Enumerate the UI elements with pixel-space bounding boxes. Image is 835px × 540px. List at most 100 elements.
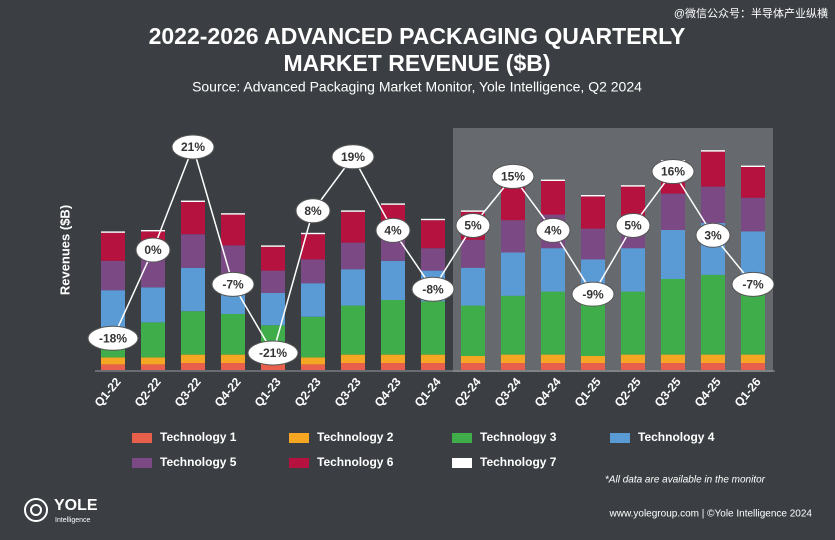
chart-title: 2022-2026 ADVANCED PACKAGING QUARTERLY [149, 23, 686, 49]
growth-label-bg [211, 271, 255, 297]
growth-label-bg [491, 163, 535, 189]
logo: YOLE [54, 497, 98, 514]
legend-swatch [452, 458, 472, 468]
bar-segment [101, 290, 125, 328]
bar-segment [421, 218, 445, 221]
bar-segment [381, 239, 405, 261]
bar-segment [301, 232, 325, 235]
bar-segment [741, 165, 765, 167]
growth-label: 5% [464, 219, 482, 233]
bar-segment [381, 354, 405, 363]
growth-label: 0% [144, 243, 162, 257]
bar-segment [621, 291, 645, 355]
bar-segment [141, 230, 165, 232]
legend-label: Technology 6 [317, 455, 394, 469]
bar-segment [101, 231, 125, 233]
bar-segment [701, 354, 725, 363]
growth-label: -21% [259, 346, 287, 360]
bar-segment [421, 248, 445, 271]
bar-segment [101, 357, 125, 365]
bar-segment [141, 287, 165, 323]
bar-segment [221, 363, 245, 370]
legend-swatch [132, 458, 152, 468]
bar-segment [421, 220, 445, 249]
bar-segment [181, 234, 205, 268]
growth-label: 4% [384, 224, 402, 238]
bar-segment [181, 311, 205, 355]
bar-segment [341, 269, 365, 306]
bar-segment [141, 259, 165, 288]
bar-segment [221, 213, 245, 215]
growth-label: 3% [704, 228, 722, 242]
bar-segment [101, 260, 125, 291]
bar-segment [341, 242, 365, 270]
growth-label: 19% [341, 150, 365, 164]
bar-segment [301, 364, 325, 370]
growth-label-bg [375, 217, 411, 243]
legend-label: Technology 4 [638, 430, 715, 444]
bar-segment [621, 186, 645, 218]
credit: www.yolegroup.com | ©Yole Intelligence 2… [609, 509, 813, 520]
growth-label: 15% [501, 170, 525, 184]
growth-label: -7% [742, 278, 764, 292]
bar-segment [661, 279, 685, 355]
bar-segment [501, 354, 525, 363]
legend-label: Technology 7 [480, 455, 557, 469]
bar-segment [501, 252, 525, 296]
bar-segment [381, 300, 405, 355]
bar-segment [701, 363, 725, 370]
bar-segment [221, 354, 245, 363]
bar-segment [501, 295, 525, 355]
growth-label-bg [411, 276, 455, 302]
growth-label: 4% [544, 224, 562, 238]
growth-label-bg [731, 271, 775, 297]
bar-segment [421, 363, 445, 370]
growth-label-bg [171, 134, 215, 160]
growth-label-bg [331, 144, 375, 170]
bar-segment [461, 305, 485, 356]
footnote: *All data are available in the monitor [605, 475, 766, 486]
growth-label-bg [455, 212, 491, 238]
bar-segment [621, 363, 645, 370]
growth-label: 21% [181, 140, 205, 154]
logo-icon [24, 498, 48, 522]
bar-segment [581, 195, 605, 197]
legend-swatch [610, 433, 630, 443]
growth-label-bg [535, 217, 571, 243]
growth-label-bg [615, 212, 651, 238]
bar-segment [581, 228, 605, 260]
bar-segment [421, 354, 445, 363]
y-axis-label: Revenues ($B) [57, 205, 72, 295]
growth-label: -18% [99, 331, 127, 345]
bar-segment [421, 301, 445, 355]
bar-segment [701, 274, 725, 355]
bar-segment [541, 181, 565, 215]
bar-segment [181, 267, 205, 312]
bar-segment [581, 356, 605, 363]
growth-label-bg [87, 325, 139, 351]
bar-segment [541, 363, 565, 370]
bar-segment [741, 363, 765, 370]
bar-segment [221, 214, 245, 246]
bar-segment [461, 210, 485, 212]
bar-segment [141, 357, 165, 365]
bar-segment [381, 260, 405, 300]
bar-segment [701, 186, 725, 223]
bar-segment [261, 270, 285, 293]
bar-segment [141, 364, 165, 370]
bar-segment [661, 354, 685, 363]
growth-label: -8% [422, 282, 444, 296]
bar-segment [541, 248, 565, 292]
bar-segment [341, 210, 365, 212]
growth-label: 16% [661, 165, 685, 179]
legend-label: Technology 1 [160, 430, 237, 444]
growth-label: 5% [624, 219, 642, 233]
bar-segment [741, 197, 765, 232]
bar-segment [541, 291, 565, 355]
growth-label-bg [135, 237, 171, 263]
logo-sub: Intelligence [55, 517, 91, 524]
bar-segment [701, 151, 725, 187]
bar-segment [301, 259, 325, 284]
bar-segment [341, 305, 365, 355]
